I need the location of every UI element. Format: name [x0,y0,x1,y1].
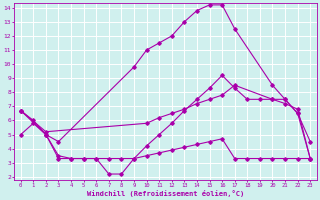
X-axis label: Windchill (Refroidissement éolien,°C): Windchill (Refroidissement éolien,°C) [87,190,244,197]
